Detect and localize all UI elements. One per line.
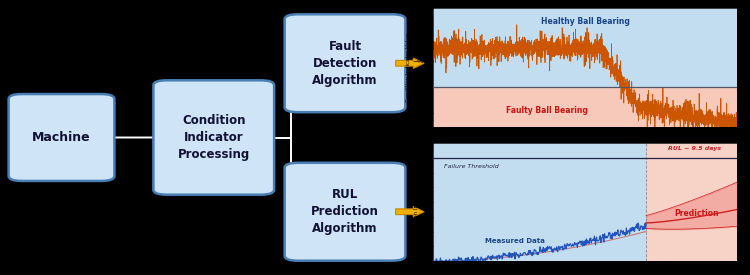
FancyBboxPatch shape (9, 94, 114, 181)
Text: Fault
Detection
Algorithm: Fault Detection Algorithm (312, 40, 378, 87)
FancyBboxPatch shape (285, 14, 405, 112)
Text: RUL
Prediction
Algorithm: RUL Prediction Algorithm (311, 188, 379, 235)
Bar (433, 8, 737, 87)
Bar (433, 87, 737, 126)
Text: Machine: Machine (32, 131, 91, 144)
X-axis label: Time (days): Time (days) (567, 274, 604, 275)
Bar (646, 143, 737, 261)
FancyBboxPatch shape (285, 163, 405, 261)
Text: Faulty Ball Bearing: Faulty Ball Bearing (506, 106, 588, 115)
Text: Condition
Indicator
Processing: Condition Indicator Processing (178, 114, 250, 161)
Y-axis label: Condition Indicator Value: Condition Indicator Value (414, 167, 419, 237)
Title: Ball Bearing Condition Dashboard: Ball Bearing Condition Dashboard (500, 0, 671, 7)
FancyArrow shape (396, 58, 424, 68)
Y-axis label: Condition Indicator Value: Condition Indicator Value (406, 33, 411, 102)
Text: RUL ~ 9.5 days: RUL ~ 9.5 days (668, 146, 721, 151)
X-axis label: Time (seconds): Time (seconds) (562, 139, 609, 144)
Text: Healthy Ball Bearing: Healthy Ball Bearing (541, 17, 630, 26)
Bar (433, 143, 646, 261)
Text: Prediction: Prediction (674, 210, 719, 218)
FancyBboxPatch shape (153, 80, 274, 195)
Title: Remaining Useful Life (RUL) Estimation: Remaining Useful Life (RUL) Estimation (484, 133, 686, 142)
FancyArrow shape (396, 207, 424, 217)
Text: Measured Data: Measured Data (484, 238, 544, 244)
Text: Failure Threshold: Failure Threshold (443, 164, 498, 169)
